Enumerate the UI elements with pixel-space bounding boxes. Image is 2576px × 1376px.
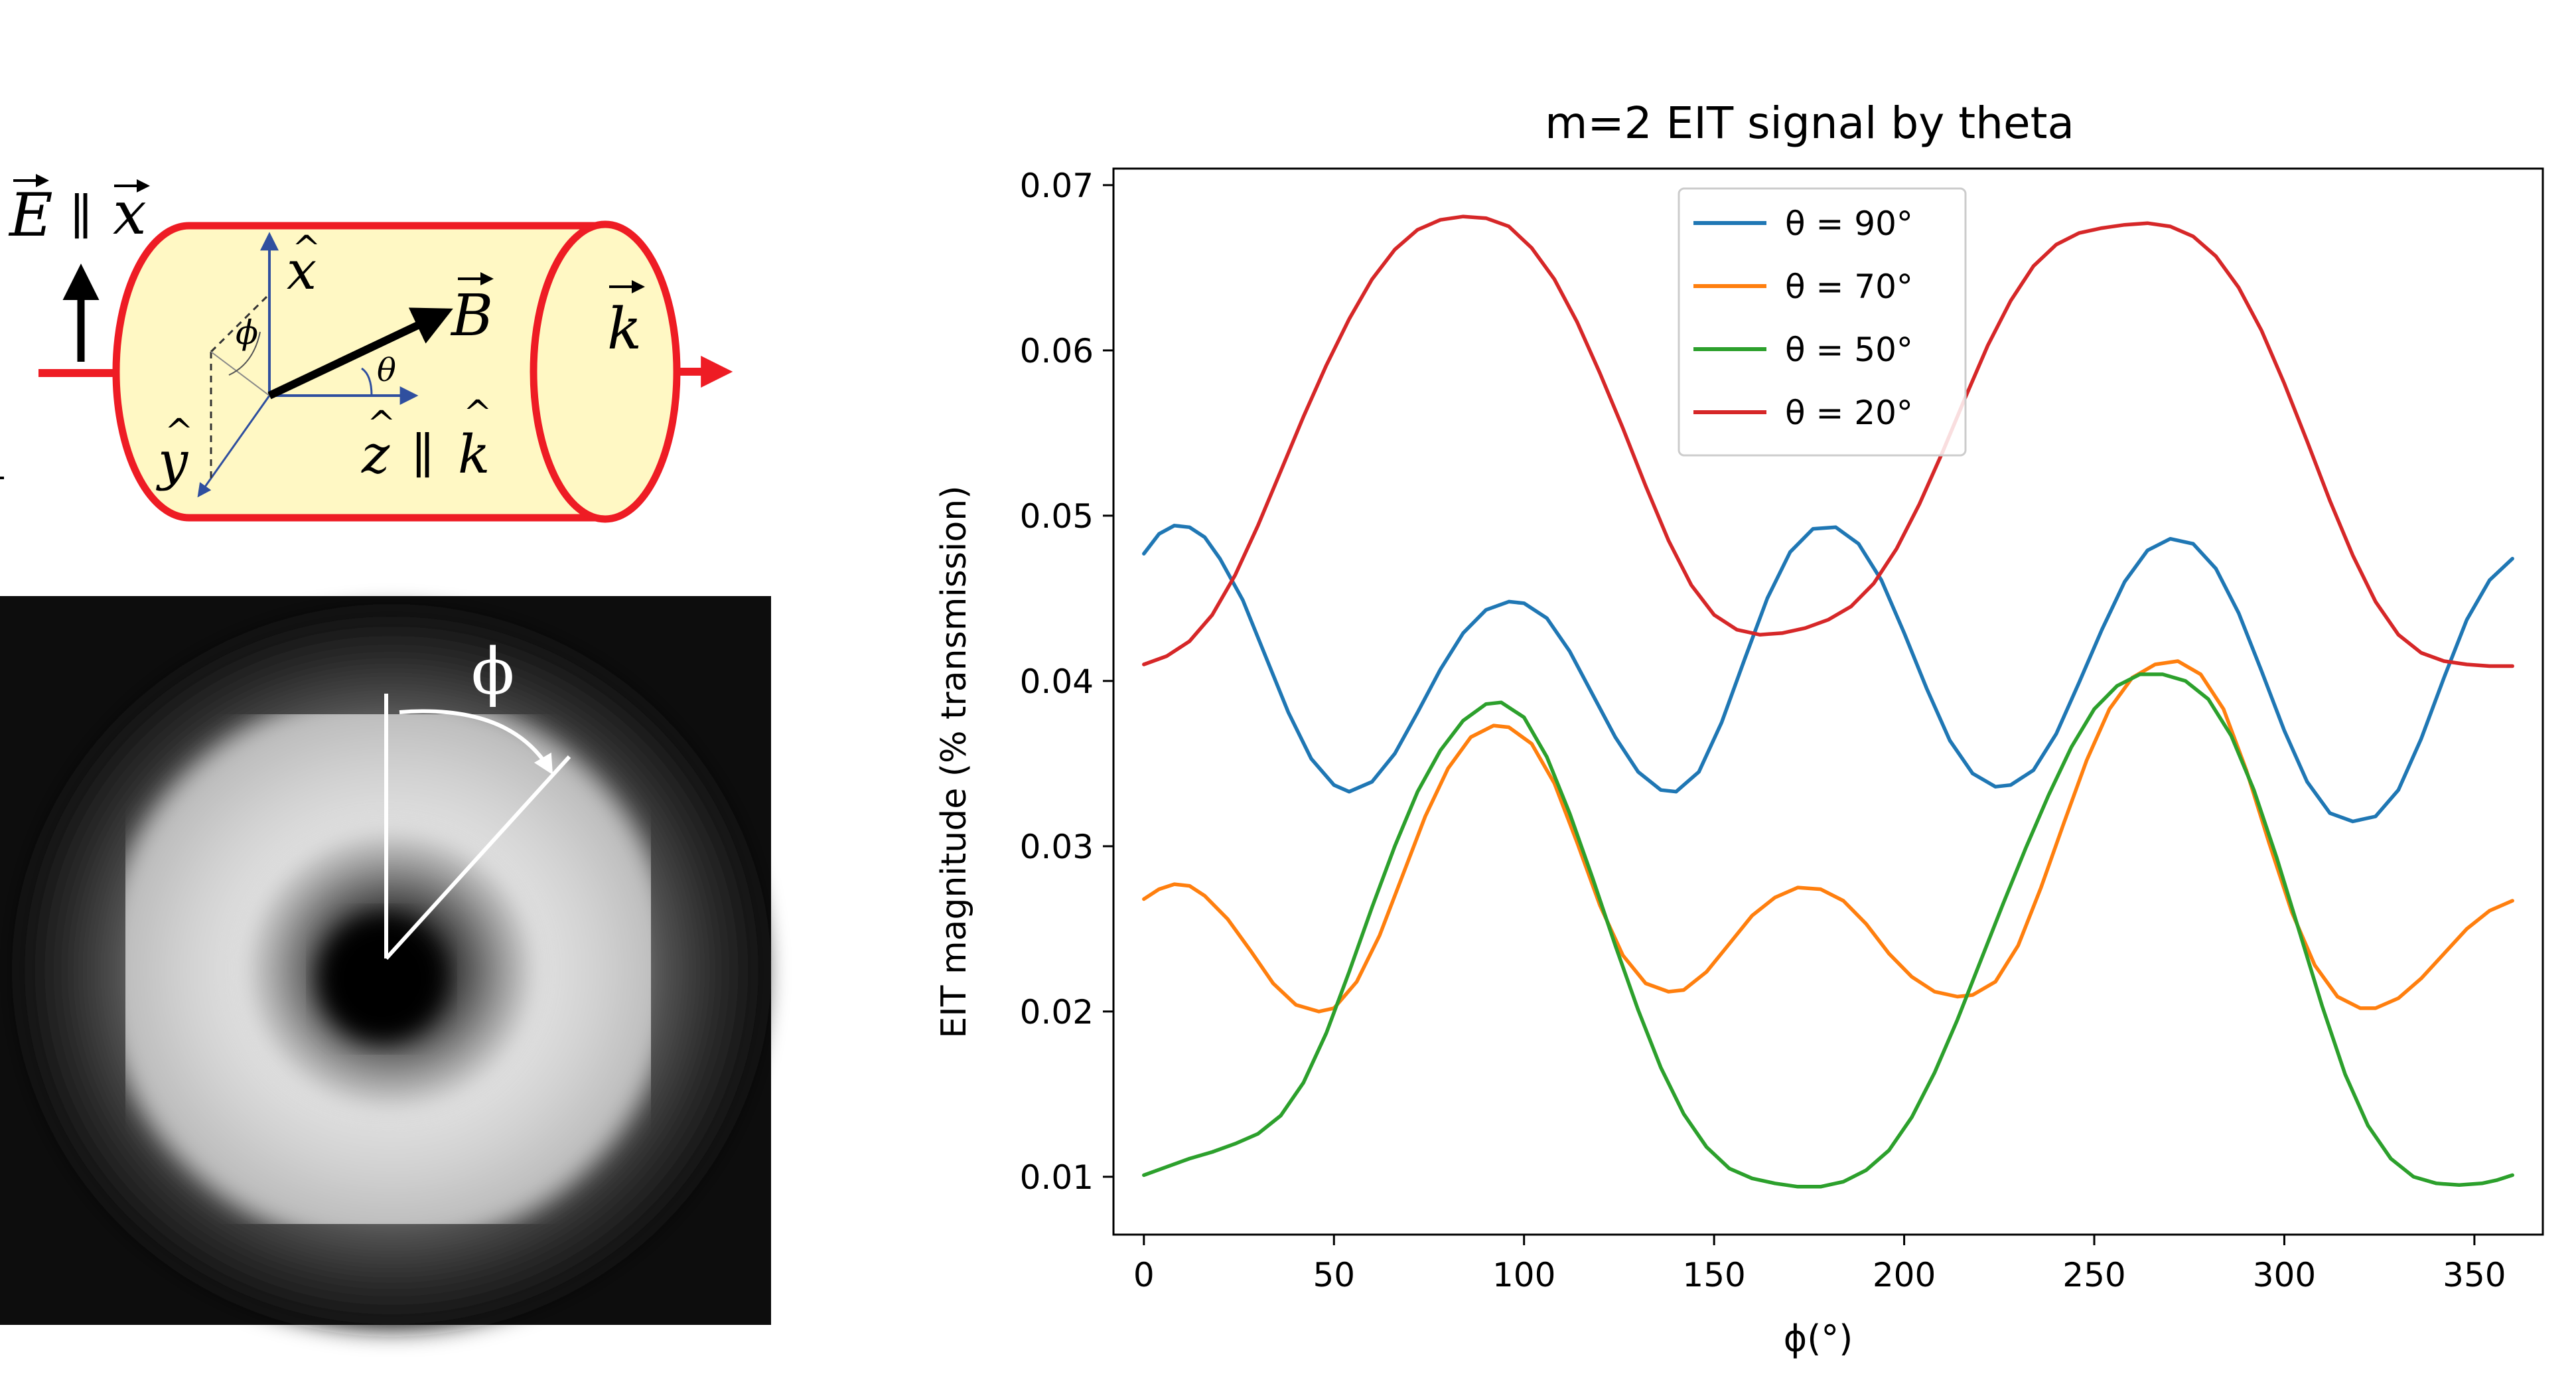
- z-hat-caret: ^: [367, 404, 396, 444]
- chart-series: [1142, 214, 2514, 1189]
- legend-label-1: θ = 70°: [1785, 268, 1913, 306]
- geometry-diagram: E ∥ x x ^ ϕ θ B y ^ z ^ ∥ k ^ k: [0, 174, 733, 523]
- beam-profile-image: ϕ: [0, 596, 771, 1329]
- b-label: B: [450, 283, 493, 349]
- chart-title: m=2 EIT signal by theta: [1545, 98, 2074, 149]
- legend-label-3: θ = 20°: [1785, 394, 1913, 432]
- x-hat-label: x: [287, 240, 317, 301]
- y-tick-label: 0.05: [1020, 497, 1094, 536]
- series-line-1: [1142, 659, 2514, 1014]
- y-axis-label: EIT magnitude (% transmission): [934, 486, 974, 1039]
- beam-donut-core: [319, 916, 445, 1042]
- z-hat-label: z: [361, 423, 390, 485]
- y-tick-label: 0.03: [1020, 828, 1094, 866]
- k-vector-label: k: [607, 296, 642, 362]
- x-tick-label: 0: [1133, 1256, 1155, 1294]
- eit-line-chart: m=2 EIT signal by theta 0 50 100 150 200 250 3…: [934, 98, 2544, 1359]
- theta-angle-label: θ: [377, 352, 396, 389]
- cylinder-end-cap: [530, 220, 681, 523]
- y-hat-caret: ^: [165, 412, 194, 452]
- parallel-symbol-2: ∥: [411, 427, 434, 485]
- y-tick-label: 0.06: [1020, 332, 1094, 370]
- phi-rotation-arrow: [399, 709, 553, 775]
- series-line-2: [1142, 672, 2514, 1189]
- phi-arc: [228, 331, 261, 376]
- x-axis-label: ϕ(°): [1784, 1318, 1853, 1359]
- y-tick-label: 0.02: [1020, 993, 1094, 1032]
- series-line-3: [1142, 214, 2514, 668]
- y-tick-label: 0.04: [1020, 662, 1094, 701]
- rotated-angle-line: [384, 755, 571, 960]
- chart-legend: θ = 90° θ = 70° θ = 50° θ = 20°: [1678, 187, 1967, 457]
- phi-angle-label: ϕ: [236, 313, 258, 352]
- x-tick-label: 350: [2443, 1256, 2506, 1294]
- x-vector-label: x: [113, 179, 147, 248]
- y-axis-arrow: [197, 395, 271, 498]
- theta-arc: [361, 367, 373, 396]
- legend-box: [1678, 187, 1967, 457]
- e-parallel-x-label: E ∥ x: [8, 174, 150, 250]
- z-parallel-k-label: z ^ ∥ k ^: [361, 394, 492, 485]
- x-tick-label: 300: [2253, 1256, 2316, 1294]
- beam-phi-label: ϕ: [471, 635, 514, 709]
- x-tick-label: 250: [2062, 1256, 2125, 1294]
- k-hat-caret: ^: [463, 394, 492, 433]
- k-hat-label: k: [458, 423, 490, 485]
- e-label: E: [8, 181, 53, 250]
- y-hat-label: y: [156, 430, 189, 492]
- legend-label-0: θ = 90°: [1785, 204, 1913, 243]
- y-tick-label: 0.01: [1020, 1158, 1094, 1197]
- chart-axes: 0 50 100 150 200 250 300 350 0.01 0.02 0.03 0.04 0.0…: [1020, 167, 2544, 1294]
- b-projection-line: [210, 351, 270, 396]
- x-hat-caret: ^: [292, 229, 321, 269]
- y-tick-label: 0.07: [1020, 167, 1094, 205]
- b-field-arrow: [267, 307, 453, 400]
- x-tick-label: 200: [1873, 1256, 1936, 1294]
- plot-frame: [1112, 167, 2544, 1236]
- x-tick-label: 100: [1492, 1256, 1555, 1294]
- series-line-0: [1142, 524, 2514, 824]
- legend-label-2: θ = 50°: [1785, 331, 1913, 369]
- parallel-symbol: ∥: [70, 189, 92, 246]
- x-tick-label: 50: [1313, 1256, 1355, 1294]
- phi-projection-dashed: [210, 293, 271, 353]
- x-tick-label: 150: [1682, 1256, 1745, 1294]
